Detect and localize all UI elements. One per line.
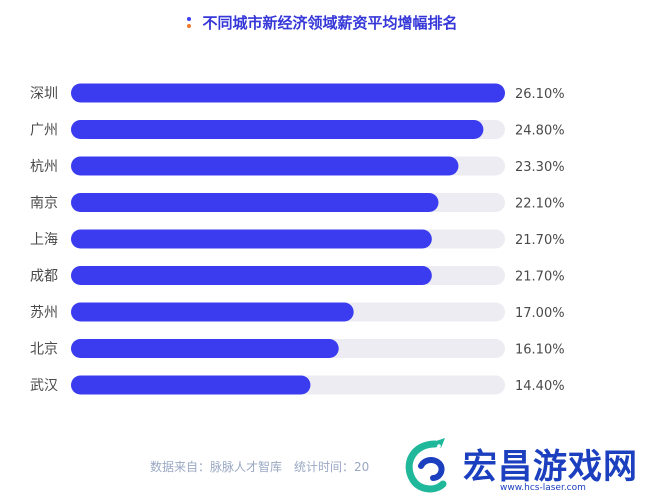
bar [71, 156, 459, 176]
value-label: 17.00% [515, 306, 565, 321]
category-label: 苏州 [30, 305, 58, 321]
bar [71, 266, 432, 285]
watermark-url: www.hcs-laser.com [500, 483, 586, 493]
category-label: 上海 [30, 232, 58, 248]
bar [71, 193, 439, 212]
bar [71, 302, 354, 322]
watermark-name: 宏昌游戏网 [463, 447, 638, 487]
value-label: 24.80% [515, 124, 565, 139]
value-label: 23.30% [515, 160, 565, 175]
chart-title-area: 不同城市新经济领域薪资平均增幅排名 [0, 12, 645, 33]
watermark: 宏昌游戏网 www.hcs-laser.com [395, 436, 640, 496]
chart-title: 不同城市新经济领域薪资平均增幅排名 [202, 14, 458, 32]
category-label: 南京 [30, 196, 58, 212]
category-label: 武汉 [30, 378, 58, 394]
category-label: 成都 [30, 269, 58, 285]
source-note: 数据来自：脉脉人才智库 统计时间：20 [150, 460, 370, 474]
value-label: 16.10% [515, 343, 565, 358]
value-label: 26.10% [515, 87, 565, 102]
bar [71, 375, 311, 395]
value-label: 14.40% [515, 379, 565, 394]
dragon-logo-icon [405, 438, 447, 493]
value-label: 21.70% [515, 233, 565, 248]
category-label: 深圳 [30, 86, 58, 102]
title-bullet-icon [187, 16, 192, 29]
category-label: 广州 [30, 123, 58, 139]
category-label: 杭州 [30, 159, 58, 175]
bar [71, 83, 505, 103]
bar [71, 339, 339, 358]
bar [71, 229, 432, 249]
value-label: 21.70% [515, 270, 565, 285]
value-label: 22.10% [515, 197, 565, 212]
category-label: 北京 [30, 342, 58, 358]
bar [71, 120, 484, 139]
